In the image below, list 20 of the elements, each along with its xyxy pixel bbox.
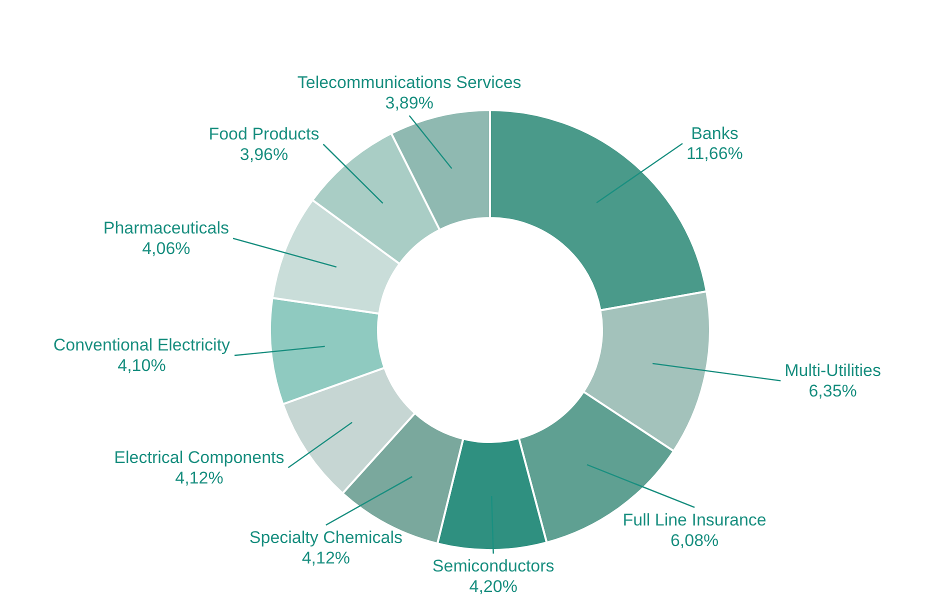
- data-label: 6,35%: [808, 381, 857, 400]
- slice-label: Conventional Electricity: [53, 336, 231, 355]
- slice-label: Pharmaceuticals: [103, 218, 230, 238]
- data-label: 3,96%: [240, 144, 288, 164]
- slice-label: Multi-Utilities: [784, 361, 881, 380]
- data-label: 11,66%: [686, 144, 743, 164]
- data-label: 4,06%: [142, 239, 190, 258]
- slice-label: Specialty Chemicals: [249, 528, 402, 548]
- data-label: 4,12%: [175, 468, 224, 488]
- data-label: 6,08%: [670, 530, 719, 550]
- data-label: 3,89%: [385, 94, 434, 113]
- data-label: 4,12%: [302, 548, 350, 568]
- slice-label: Telecommunications Services: [297, 73, 522, 92]
- slice-label: Full Line Insurance: [622, 510, 766, 530]
- data-label: 4,10%: [118, 356, 166, 376]
- slice-label: Semiconductors: [432, 556, 554, 576]
- data-label: 4,20%: [469, 576, 518, 596]
- slice-label: Banks: [691, 124, 738, 143]
- slice-label: Food Products: [208, 124, 320, 144]
- slice-label: Electrical Components: [114, 448, 284, 467]
